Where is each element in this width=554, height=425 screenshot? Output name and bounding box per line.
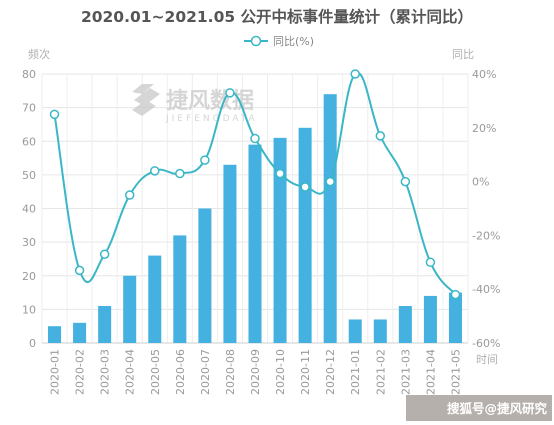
line-point — [200, 155, 210, 165]
x-tick-label: 2021-03 — [399, 349, 412, 395]
line-point — [99, 249, 110, 259]
y-left-tick-label: 0 — [29, 337, 36, 350]
x-tick-label: 2020-03 — [99, 349, 112, 395]
line-point — [150, 166, 160, 176]
bar — [298, 127, 312, 343]
y-left-tick-label: 50 — [22, 169, 36, 182]
bar — [273, 137, 287, 343]
legend-label: 同比(%) — [273, 35, 314, 48]
chart-title: 2020.01~2021.05 公开中标事件量统计（累计同比） — [81, 7, 473, 26]
line-series — [49, 69, 461, 300]
y-left-tick-label: 80 — [22, 68, 36, 81]
legend-marker-icon — [250, 35, 262, 47]
y-left-ticks: 0 10 20 30 40 50 60 70 80 — [22, 68, 36, 350]
x-tick-label: 2021-05 — [449, 349, 462, 395]
x-tick-label: 2020-04 — [124, 349, 137, 395]
x-tick-label: 2020-07 — [199, 349, 212, 395]
line-point — [325, 176, 335, 187]
y-left-axis-title: 频次 — [28, 47, 50, 61]
bar-series — [48, 94, 462, 343]
line-point — [124, 190, 135, 200]
x-tick-label: 2020-05 — [149, 349, 162, 395]
y-left-tick-label: 20 — [22, 270, 36, 283]
y-left-tick-label: 40 — [22, 203, 36, 216]
x-tick-label: 2020-11 — [299, 349, 312, 395]
bar — [398, 306, 412, 343]
bar — [198, 208, 212, 343]
watermark-subtext: JIEFENGDATA — [165, 114, 258, 124]
footer-text: 搜狐号@捷风研究 — [447, 401, 548, 416]
y-right-tick-label: -20% — [472, 229, 500, 242]
y-right-tick-label: -60% — [472, 337, 500, 350]
bar — [148, 255, 162, 343]
bar — [98, 306, 112, 343]
legend[interactable]: 同比(%) — [244, 35, 314, 48]
bar — [73, 322, 87, 343]
line-point — [49, 109, 60, 120]
x-tick-label: 2021-02 — [374, 349, 387, 395]
line-point — [450, 289, 461, 300]
x-tick-label: 2020-01 — [49, 349, 62, 395]
y-left-tick-label: 30 — [22, 236, 36, 249]
x-ticks: 2020-01 2020-02 2020-03 2020-04 2020-05 2020-… — [49, 349, 463, 395]
y-right-tick-label: 0% — [472, 176, 489, 189]
x-tick-label: 2020-08 — [224, 349, 237, 395]
line-point — [175, 168, 185, 179]
x-tick-label: 2021-01 — [349, 349, 362, 395]
x-tick-label: 2020-02 — [74, 349, 87, 395]
x-axis-title: 时间 — [476, 353, 498, 366]
line-point — [74, 265, 85, 276]
line-point — [425, 257, 436, 268]
x-tick-label: 2021-04 — [424, 349, 437, 395]
x-tick-label: 2020-12 — [324, 349, 337, 395]
y-right-tick-label: -40% — [472, 283, 500, 296]
watermark-text: 捷风数据 — [166, 88, 254, 114]
grid — [41, 73, 469, 344]
bar — [448, 292, 462, 343]
y-right-tick-label: 20% — [472, 122, 496, 135]
x-tick-label: 2020-09 — [249, 349, 262, 395]
bar — [223, 164, 237, 343]
bar — [348, 319, 362, 343]
bar — [123, 275, 137, 343]
y-right-axis-title: 同比 — [452, 48, 474, 61]
bar — [423, 295, 437, 343]
line-point — [300, 182, 310, 192]
y-left-tick-label: 60 — [22, 135, 36, 148]
line-point — [225, 88, 235, 98]
y-right-ticks: -60% -40% -20% 0% 20% 40% — [472, 68, 500, 350]
bar — [323, 94, 337, 343]
y-left-tick-label: 10 — [22, 303, 36, 316]
watermark: 捷风数据 JIEFENGDATA — [132, 84, 258, 124]
x-tick-label: 2020-10 — [274, 349, 287, 395]
y-left-tick-label: 70 — [22, 102, 36, 115]
bar — [248, 144, 262, 343]
line-point — [250, 133, 260, 144]
line-point — [375, 131, 386, 141]
bar — [48, 326, 62, 343]
x-tick-label: 2020-06 — [174, 349, 187, 395]
bar — [173, 235, 187, 343]
line-point — [400, 176, 411, 187]
line-point — [275, 168, 285, 179]
line-point — [350, 69, 360, 79]
watermark-logo-icon — [132, 84, 160, 116]
bar — [373, 319, 387, 343]
footer-bg — [406, 395, 552, 421]
y-right-tick-label: 40% — [472, 68, 496, 81]
